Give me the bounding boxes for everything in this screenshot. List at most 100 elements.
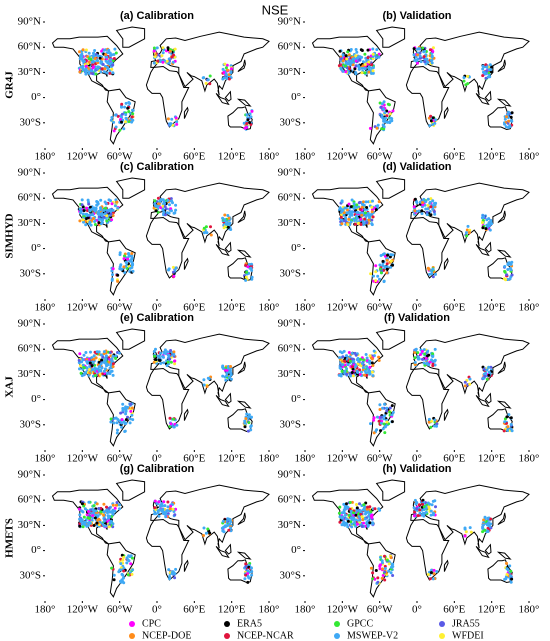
station-dot (166, 505, 170, 509)
station-dot (169, 349, 173, 352)
station-dot (433, 212, 437, 216)
station-dot (87, 510, 90, 513)
station-dot (169, 504, 173, 508)
station-dot (174, 208, 178, 212)
legend-label: NCEP-DOE (142, 630, 191, 641)
coastline (237, 512, 246, 526)
station-dot (383, 425, 387, 429)
station-dot (484, 227, 488, 231)
station-dot (131, 568, 135, 572)
station-dot (381, 406, 384, 410)
station-dot (104, 509, 108, 513)
station-dot (171, 123, 175, 127)
station-dot (124, 408, 128, 412)
station-dot (158, 508, 162, 512)
station-dot (426, 350, 429, 354)
station-dot (130, 254, 134, 258)
station-dot (97, 365, 101, 369)
station-dot (110, 278, 114, 282)
station-dot (106, 363, 110, 367)
station-dot (431, 199, 435, 203)
station-dot (227, 77, 231, 81)
station-dot (422, 55, 426, 59)
station-dot (508, 564, 512, 568)
station-dot (80, 509, 84, 513)
station-dot (487, 365, 491, 369)
station-dot (94, 356, 98, 360)
station-dot (416, 61, 419, 65)
station-dot (510, 273, 514, 277)
station-dot (250, 109, 254, 113)
station-dot (367, 218, 371, 222)
station-dot (245, 412, 249, 416)
station-dot (370, 218, 374, 222)
station-dot (506, 428, 509, 432)
station-dot (112, 578, 116, 582)
station-dot (87, 368, 91, 371)
station-dot (339, 215, 343, 219)
station-dot (422, 348, 426, 352)
station-dot (105, 372, 109, 375)
panel-title: (a) Calibration (120, 10, 194, 22)
station-dot (387, 562, 391, 566)
x-tick-label: 60°E (183, 453, 205, 465)
station-dot (387, 103, 391, 107)
station-dot (202, 526, 206, 530)
station-dot (107, 360, 111, 364)
station-dot (349, 516, 353, 520)
station-dot (174, 567, 178, 571)
station-dot (80, 502, 84, 506)
station-dot (391, 562, 395, 566)
station-dot (389, 265, 393, 269)
coastline (410, 182, 530, 247)
station-dot (484, 371, 488, 375)
legend-label: NCEP-NCAR (237, 630, 294, 641)
station-dot (370, 210, 374, 214)
station-dot (424, 200, 428, 204)
station-dot (508, 124, 512, 128)
station-dot (169, 197, 173, 201)
station-dot (468, 382, 472, 386)
station-dot (153, 199, 157, 203)
coastline (224, 543, 232, 555)
station-dot (421, 46, 425, 50)
station-dot (348, 359, 352, 363)
station-dot (170, 571, 174, 575)
station-dot (166, 360, 170, 364)
station-dot (161, 507, 165, 511)
station-dot (508, 266, 512, 270)
station-dot (113, 506, 117, 510)
station-dot (109, 54, 112, 58)
station-dot (166, 198, 170, 202)
station-dot (385, 265, 389, 269)
station-dot (429, 119, 433, 123)
x-tick-label: 60°E (443, 302, 465, 314)
station-dot (431, 207, 435, 211)
station-dot (111, 362, 115, 366)
station-dot (363, 373, 366, 377)
station-dot (420, 212, 424, 216)
station-dot (221, 519, 225, 523)
coastline (375, 26, 406, 48)
y-tick-label: 60°N (278, 494, 301, 506)
y-tick-label: 30°N (278, 519, 301, 531)
station-dot (346, 62, 350, 66)
station-dot (362, 521, 366, 525)
station-dot (505, 273, 509, 277)
station-dot (82, 353, 86, 357)
coastline (237, 361, 246, 375)
station-dot (165, 211, 169, 215)
coastline (311, 186, 384, 243)
station-dot (338, 207, 342, 211)
station-dot (102, 513, 106, 517)
station-dot (417, 357, 421, 361)
station-dot (382, 125, 386, 129)
station-dot (162, 361, 166, 365)
x-tick-label: 180° (259, 302, 280, 314)
station-dot (109, 370, 113, 374)
station-dot (388, 406, 392, 410)
station-dot (412, 205, 416, 209)
station-dot (120, 105, 123, 109)
legend-marker (224, 621, 230, 627)
station-dot (118, 128, 122, 132)
